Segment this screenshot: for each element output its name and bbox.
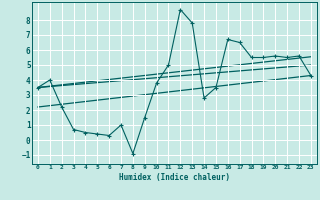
X-axis label: Humidex (Indice chaleur): Humidex (Indice chaleur) (119, 173, 230, 182)
